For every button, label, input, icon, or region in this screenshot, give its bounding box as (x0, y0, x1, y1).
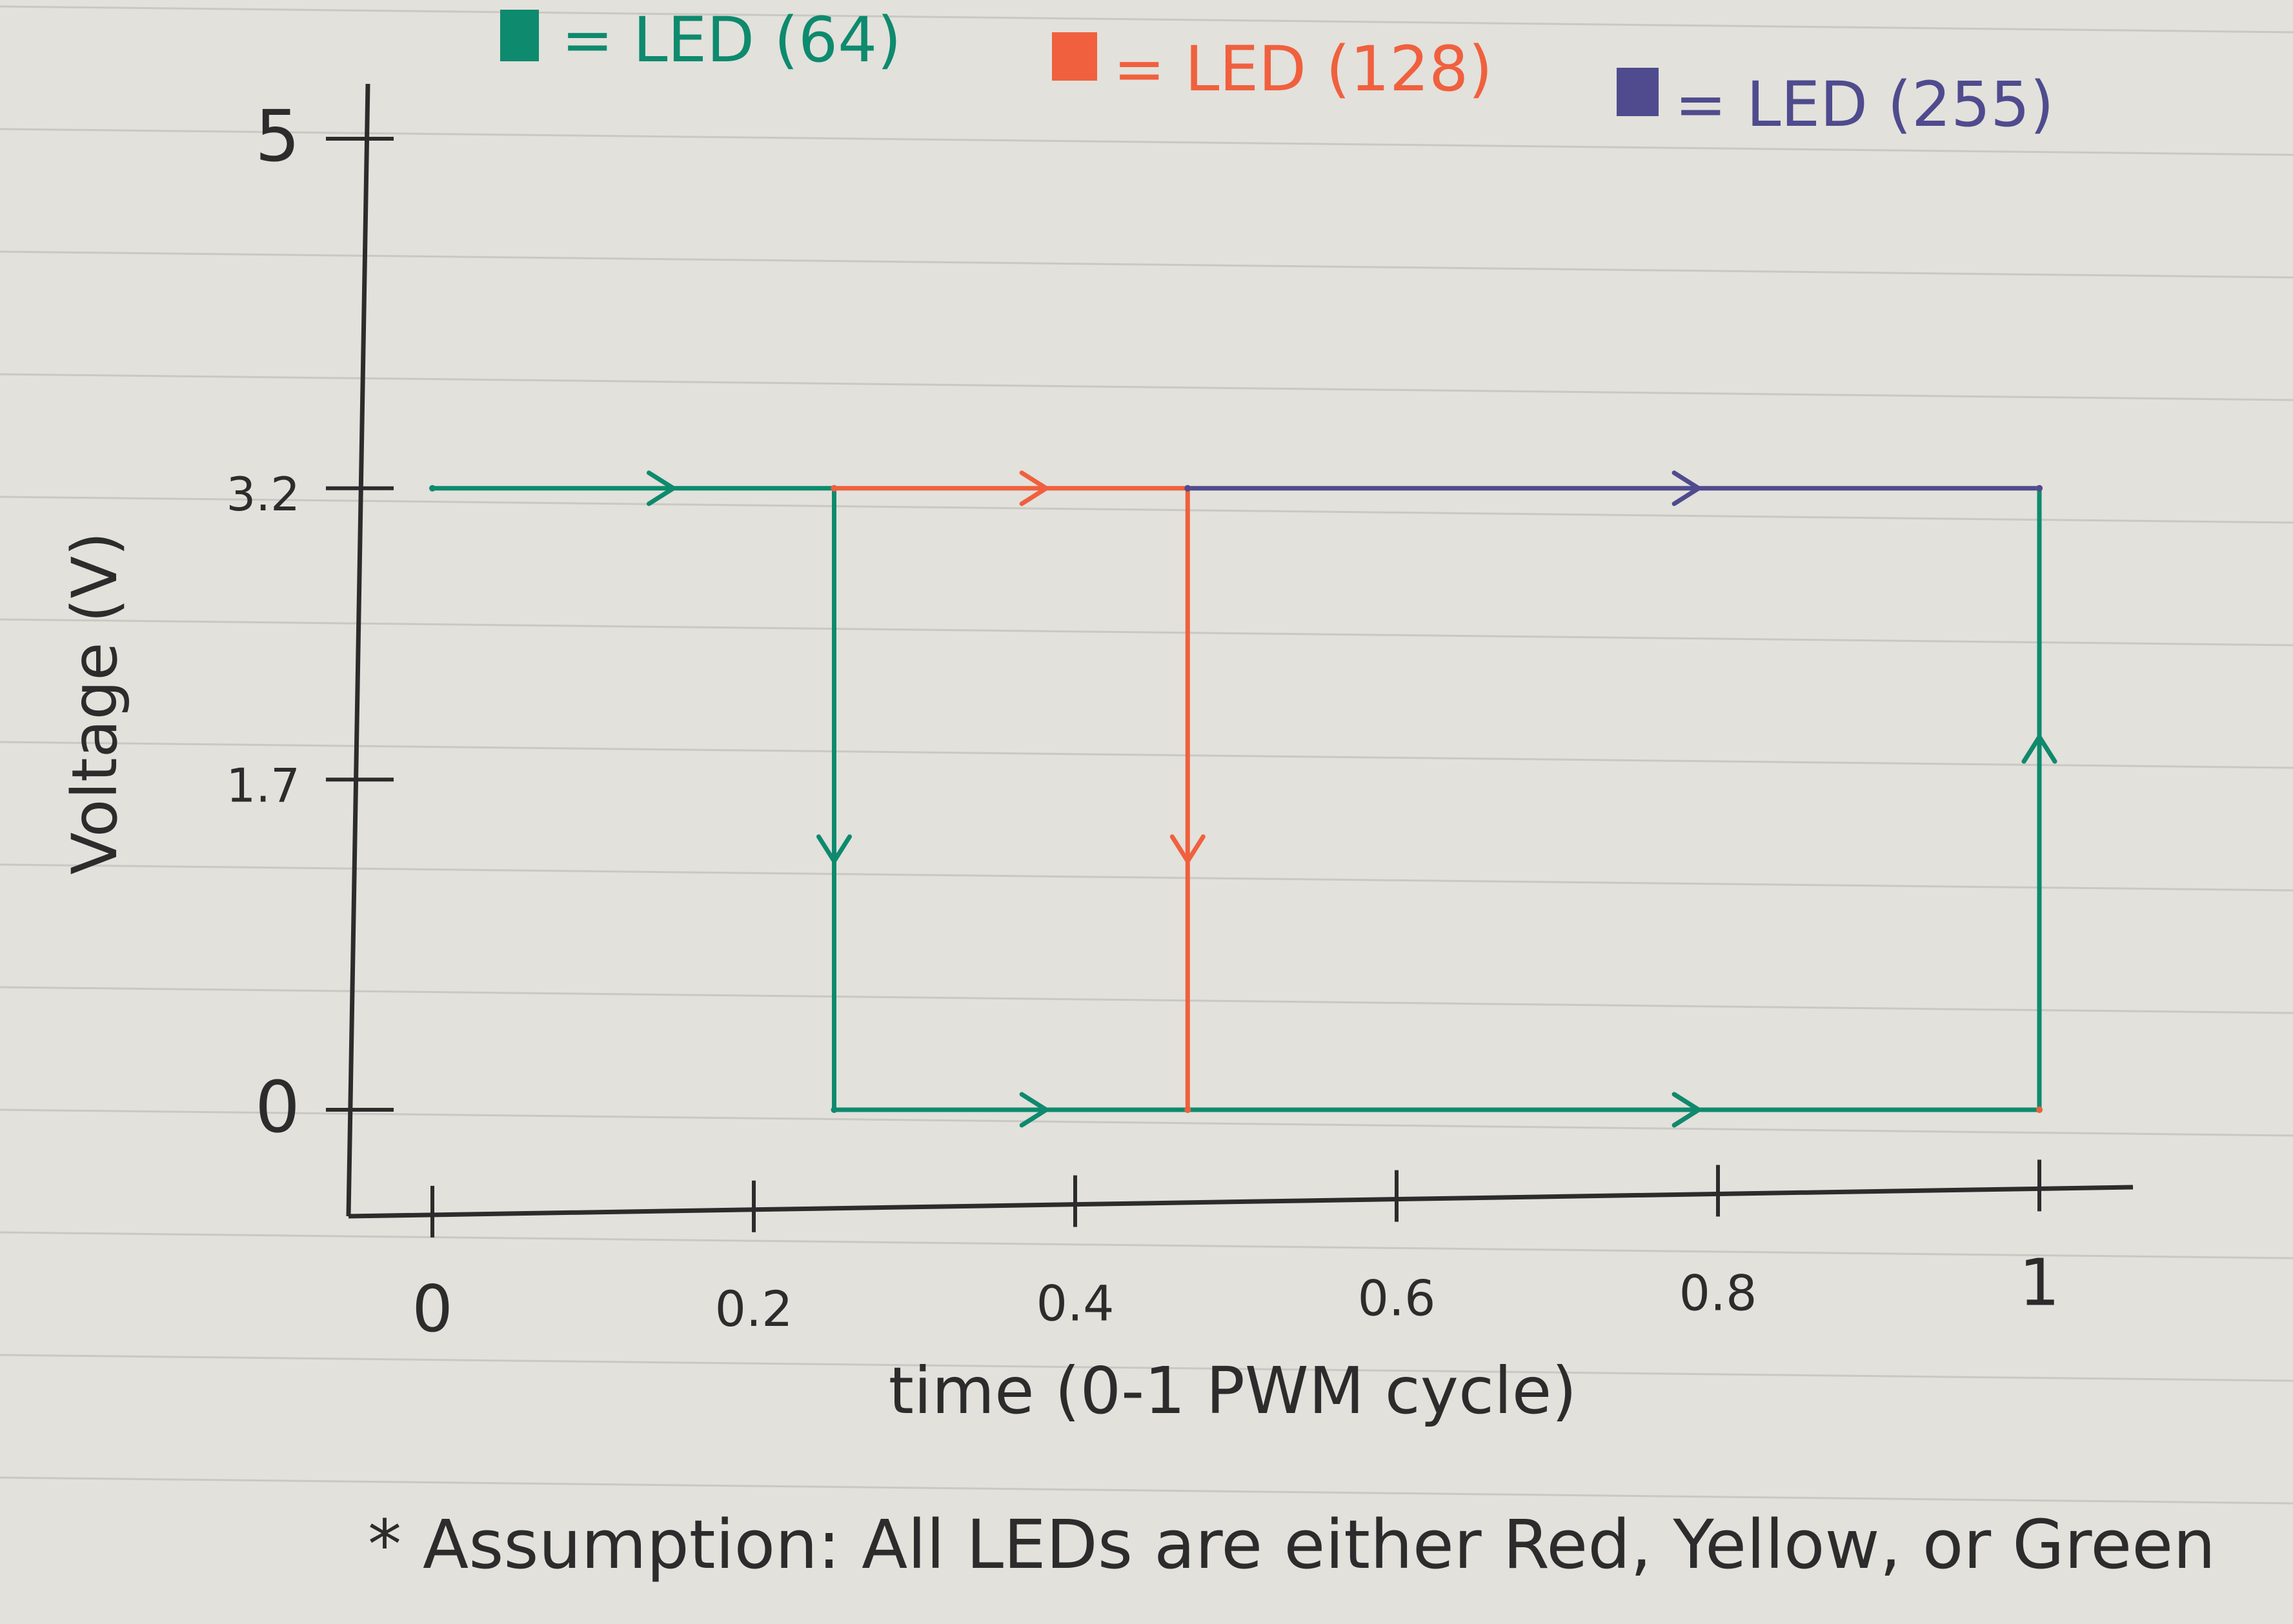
direction-arrow (1169, 834, 1206, 866)
legend-swatch-led-64 (500, 10, 539, 61)
series-line-led-64 (432, 486, 2042, 1112)
y-tick-label: 1.7 (226, 758, 300, 812)
x-ticks: 0 0.2 0.4 0.6 0.8 1 (412, 1159, 2060, 1347)
legend: = LED (64) = LED (128) = LED (255) (500, 4, 2054, 141)
ruled-line (0, 128, 2293, 156)
direction-arrow (647, 470, 678, 506)
direction-arrow (816, 834, 852, 866)
data-point (2036, 1107, 2043, 1113)
ruled-line (0, 1354, 2293, 1382)
x-tick-label: 1 (2019, 1245, 2060, 1320)
axes (346, 83, 2134, 1219)
ruled-line (0, 373, 2293, 401)
x-axis-line (348, 1185, 2134, 1219)
ruled-line (0, 496, 2293, 524)
x-tick-label: 0.4 (1036, 1275, 1115, 1332)
x-tick-label: 0.6 (1358, 1270, 1436, 1327)
direction-arrow (1019, 1092, 1051, 1128)
notebook-ruled-lines (0, 5, 2293, 1505)
x-axis-label: time (0-1 PWM cycle) (889, 1353, 1577, 1429)
direction-arrow (1672, 470, 1703, 506)
data-point (2036, 485, 2043, 492)
ruled-line (0, 5, 2293, 34)
y-tick-label: 3.2 (226, 467, 300, 521)
data-point (1184, 485, 1191, 492)
y-tick-label: 0 (255, 1066, 300, 1148)
direction-arrow (2021, 732, 2057, 764)
ruled-line (0, 986, 2293, 1014)
data-point (429, 485, 436, 492)
ruled-line (0, 618, 2293, 647)
legend-swatch-led-255 (1617, 68, 1659, 116)
y-axis-line (346, 83, 370, 1217)
data-point (831, 1107, 838, 1113)
direction-arrow (1672, 1092, 1703, 1128)
legend-label-led-64: = LED (64) (561, 4, 902, 76)
ruled-line (0, 1108, 2293, 1137)
series-line-led-128 (834, 486, 2042, 1112)
ruled-line (0, 741, 2293, 769)
x-tick-label: 0.8 (1679, 1264, 1757, 1321)
x-tick-label: 0 (412, 1271, 453, 1347)
ruled-line (0, 1231, 2293, 1259)
ruled-line (0, 250, 2293, 279)
data-point (831, 485, 838, 492)
ruled-line (0, 863, 2293, 892)
y-tick-label: 5 (255, 95, 300, 177)
y-axis-label: Voltage (V) (59, 532, 131, 874)
legend-label-led-128: = LED (128) (1113, 33, 1493, 105)
direction-arrow (1019, 470, 1051, 506)
legend-swatch-led-128 (1052, 32, 1097, 81)
legend-label-led-255: = LED (255) (1675, 68, 2054, 141)
data-point (1184, 1107, 1191, 1113)
series-layer (429, 470, 2057, 1128)
y-ticks: 0 1.7 3.2 5 (226, 95, 394, 1148)
x-tick-label: 0.2 (715, 1280, 793, 1338)
ruled-line (0, 1476, 2293, 1505)
assumption-note: * Assumption: All LEDs are either Red, Y… (368, 1505, 2216, 1584)
